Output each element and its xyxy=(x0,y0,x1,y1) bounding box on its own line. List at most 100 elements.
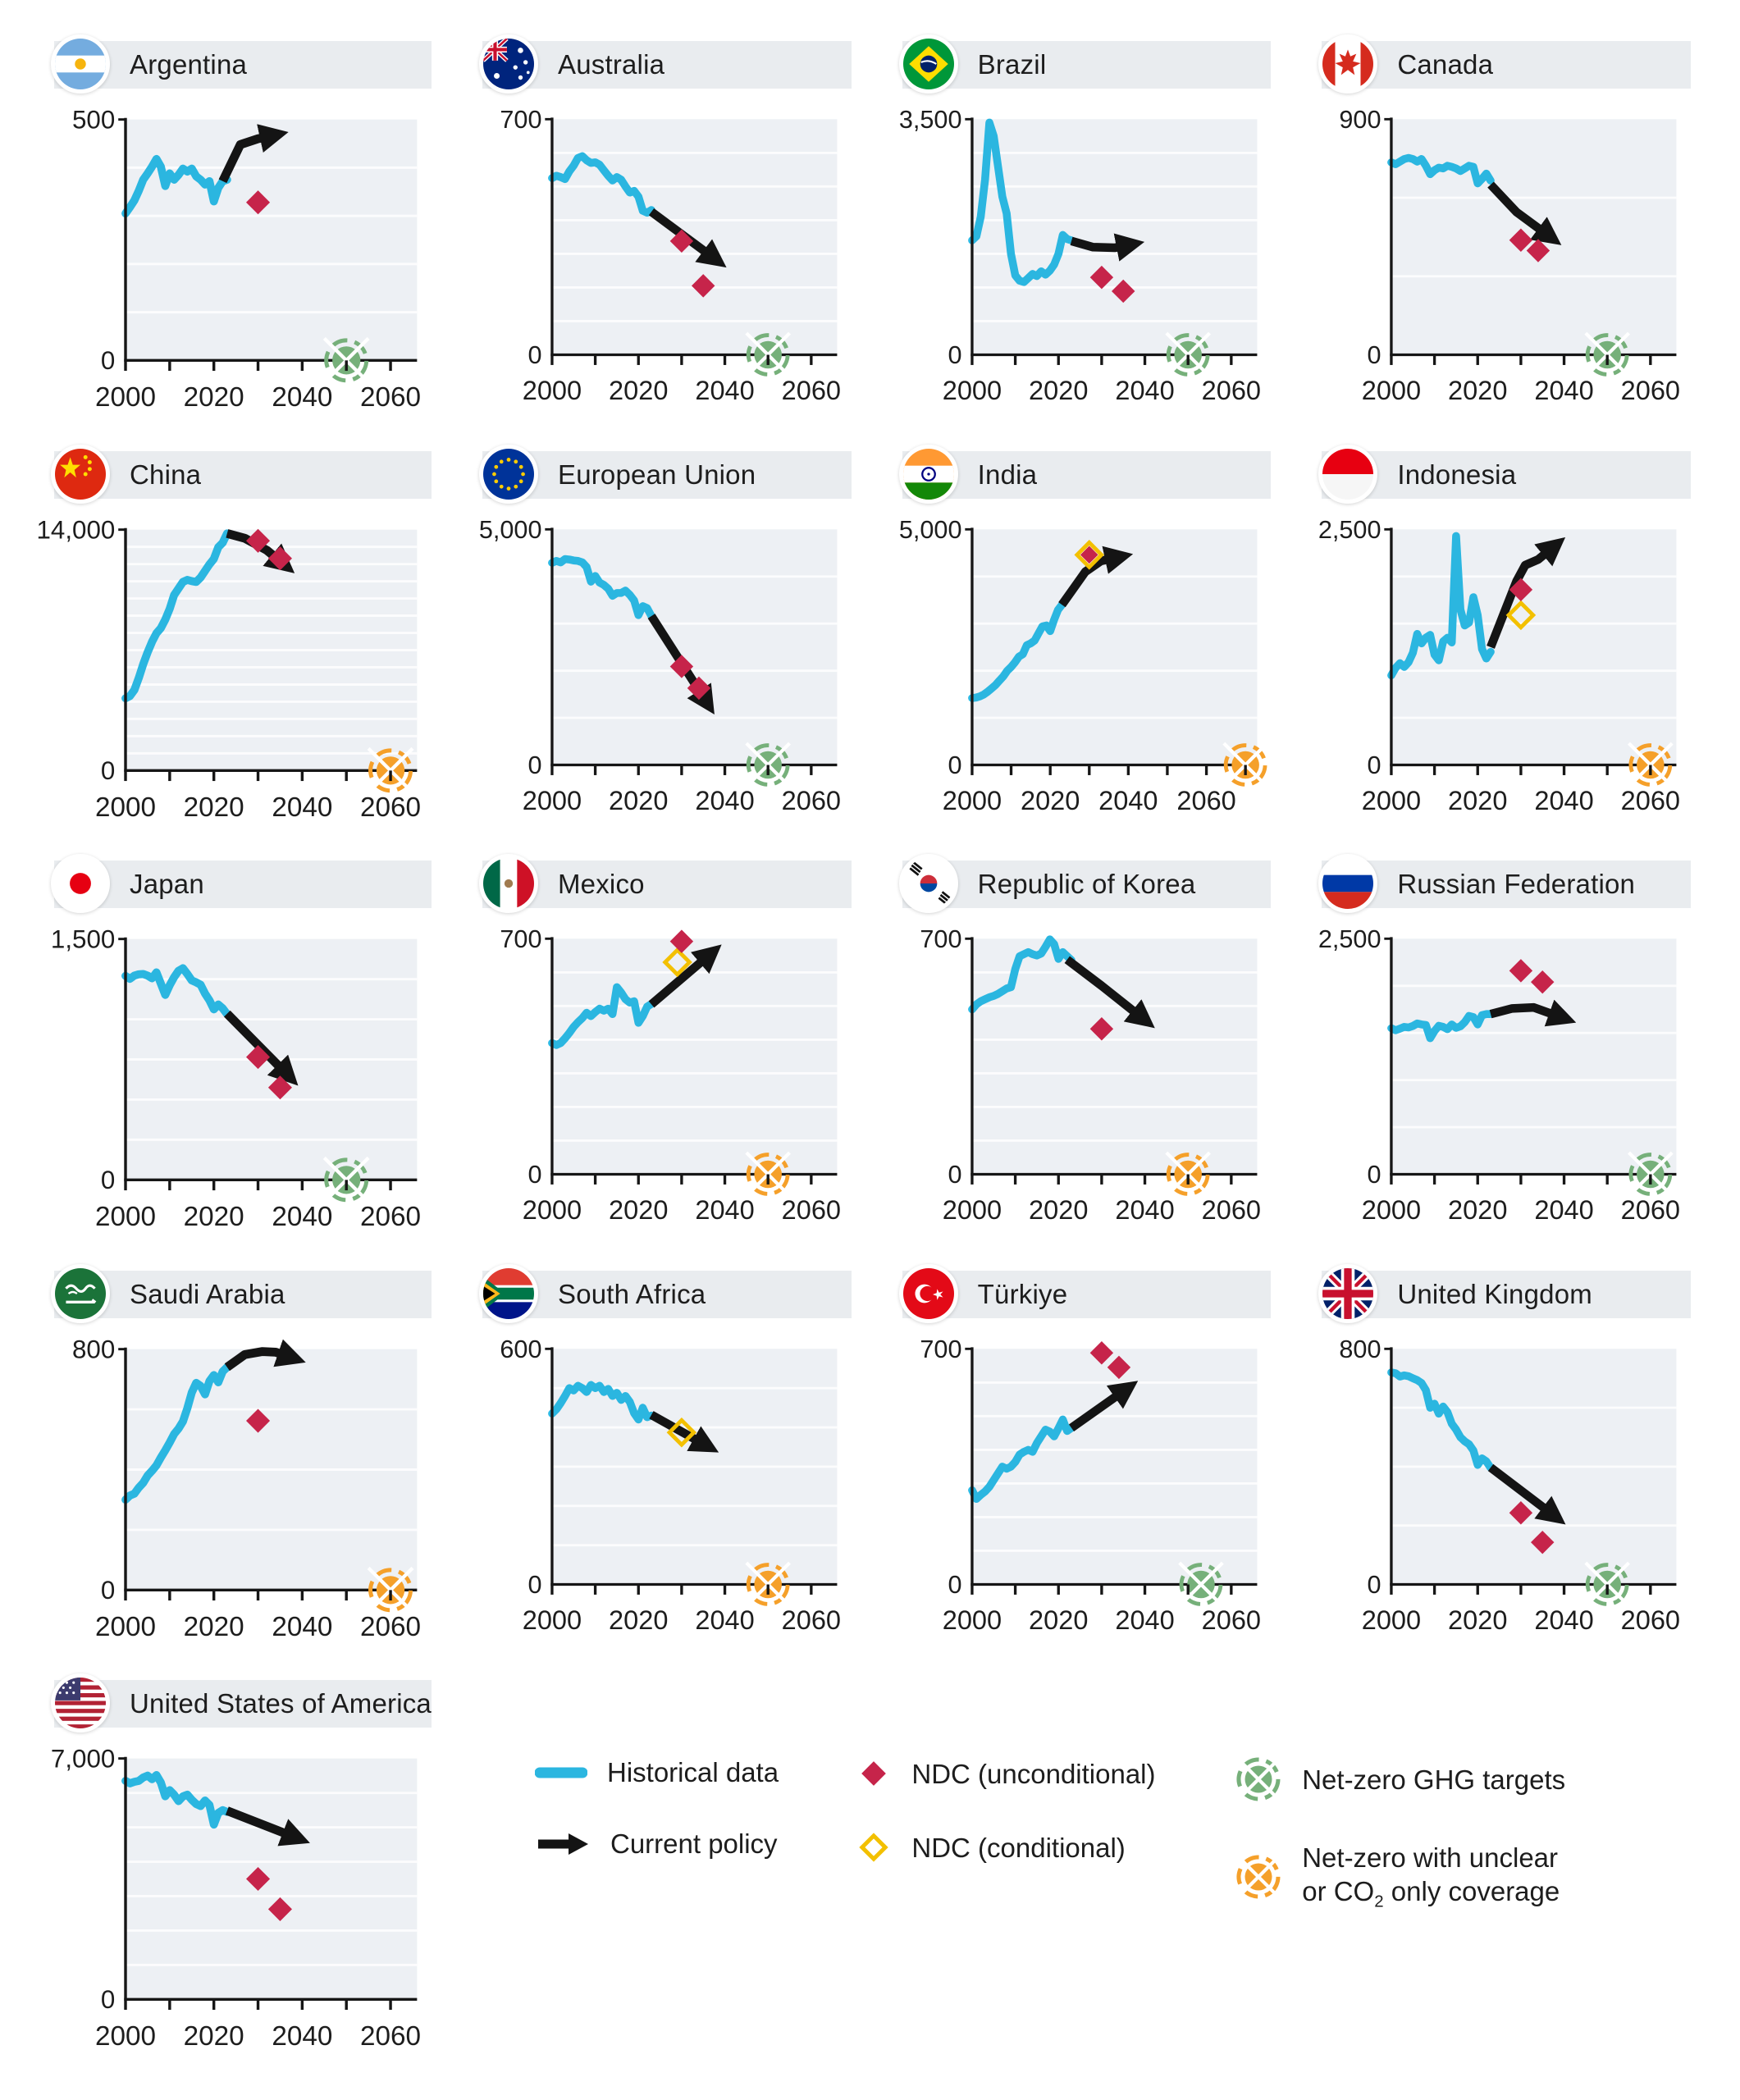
x-tick-label: 2020 xyxy=(1448,1195,1507,1225)
plot-background xyxy=(1391,119,1677,355)
x-tick-label: 2060 xyxy=(360,382,421,413)
united-kingdom-plot: 800 0 2000 2020 2040 2060 xyxy=(1340,1335,1681,1635)
y-max-label: 700 xyxy=(920,925,961,953)
chart-title: Russian Federation xyxy=(1397,869,1636,900)
chart-japan: Japan 1,500 0 2000 2020 2040 2060 xyxy=(49,854,432,1249)
x-tick-label: 2040 xyxy=(1535,1195,1594,1225)
china-flag-icon xyxy=(51,444,110,504)
x-tick-label: 2000 xyxy=(523,1195,582,1225)
india-flag-icon xyxy=(898,444,958,504)
x-tick-label: 2060 xyxy=(1621,1195,1680,1225)
chart-header-argentina: Argentina xyxy=(51,34,432,94)
ndc-unconditional-diamond xyxy=(267,546,292,570)
y-zero-label: 0 xyxy=(1368,1161,1381,1189)
x-tick-label: 2020 xyxy=(184,2021,244,2052)
current-policy-arrow xyxy=(224,1010,299,1086)
historical-line xyxy=(121,1771,231,1829)
chart-title: Australia xyxy=(557,49,665,80)
legend-label: Net-zero with unclear or CO2 only coverag… xyxy=(1302,1842,1560,1911)
x-tick-label: 2060 xyxy=(1176,786,1235,815)
chart-header-united-kingdom: United Kingdom xyxy=(1318,1263,1691,1323)
x-tick-label: 2060 xyxy=(1201,1195,1260,1225)
legend-item-ndc-unconditional: NDC (unconditional) xyxy=(856,1755,1235,1792)
x-tick-label: 2000 xyxy=(95,382,156,413)
y-max-label: 800 xyxy=(72,1335,115,1363)
x-tick-label: 2060 xyxy=(782,1605,841,1635)
x-tick-label: 2000 xyxy=(95,1202,156,1232)
chart-header-indonesia: Indonesia xyxy=(1318,444,1691,504)
republic-of-korea-flag-icon xyxy=(898,854,958,914)
chart-saudi-arabia: Saudi Arabia 800 0 2000 2020 2040 2060 xyxy=(49,1263,432,1659)
y-zero-label: 0 xyxy=(527,1571,541,1599)
indonesia-plot: 2,500 0 2000 2020 2040 2060 xyxy=(1318,515,1680,815)
current-policy-arrow xyxy=(224,1339,306,1371)
y-max-label: 900 xyxy=(1340,106,1381,134)
historical-line xyxy=(1387,1010,1496,1043)
historical-line xyxy=(967,1415,1076,1503)
chart-european-union: European Union 5,000 0 2000 2020 2040 2060 xyxy=(477,444,852,840)
chart-title: Argentina xyxy=(130,49,248,80)
x-tick-label: 2040 xyxy=(272,792,332,823)
chart-argentina: Argentina 500 0 2000 2020 2040 2060 xyxy=(49,34,432,430)
x-tick-label: 2060 xyxy=(1621,786,1680,815)
united-states-of-america-plot: 7,000 0 2000 2020 2040 2060 xyxy=(51,1745,421,2052)
chart-header-south-africa: South Africa xyxy=(478,1263,852,1323)
mexico-plot: 700 0 2000 2020 2040 2060 xyxy=(500,925,841,1225)
current-policy-arrow xyxy=(649,1410,719,1453)
historical-line xyxy=(967,600,1066,702)
chart-header-t-rkiye: Türkiye xyxy=(898,1263,1272,1323)
ndc-unconditional-icon xyxy=(856,1755,892,1792)
european-union-plot: 5,000 0 2000 2020 2040 2060 xyxy=(479,515,841,815)
brazil-plot: 3,500 0 2000 2020 2040 2060 xyxy=(899,106,1261,405)
australia-flag-icon xyxy=(478,34,538,94)
chart-header-mexico: Mexico xyxy=(478,854,852,914)
current-policy-arrow-icon xyxy=(535,1828,591,1860)
x-tick-label: 2040 xyxy=(272,1202,332,1232)
x-tick-label: 2060 xyxy=(360,1612,421,1642)
ndc-conditional-icon xyxy=(856,1829,892,1865)
historical-line xyxy=(121,964,231,1019)
x-tick-label: 2000 xyxy=(942,1605,1001,1635)
saudi-arabia-plot: 800 0 2000 2020 2040 2060 xyxy=(72,1335,421,1642)
ndc-unconditional-diamond xyxy=(245,1045,271,1070)
x-tick-label: 2040 xyxy=(1535,1605,1594,1635)
y-max-label: 700 xyxy=(500,106,541,134)
chart-header-canada: Canada xyxy=(1318,34,1691,94)
mexico-flag-icon xyxy=(478,854,538,914)
x-tick-label: 2020 xyxy=(1448,376,1507,405)
ndc-conditional-diamond xyxy=(1505,600,1537,630)
chart-header-republic-of-korea: Republic of Korea xyxy=(898,854,1272,914)
x-tick-label: 2000 xyxy=(523,786,582,815)
chart-header-india: India xyxy=(898,444,1272,504)
south-africa-plot: 600 0 2000 2020 2040 2060 xyxy=(500,1335,841,1635)
x-tick-label: 2040 xyxy=(1098,786,1158,815)
x-tick-label: 2020 xyxy=(609,376,668,405)
y-max-label: 2,500 xyxy=(1318,515,1381,543)
x-tick-label: 2060 xyxy=(782,1195,841,1225)
plot-background xyxy=(971,119,1258,355)
y-zero-label: 0 xyxy=(948,341,961,369)
legend-item-ndc-conditional: NDC (conditional) xyxy=(856,1829,1235,1865)
x-tick-label: 2040 xyxy=(695,1195,754,1225)
x-tick-label: 2000 xyxy=(95,2021,156,2052)
legend-column-lines: Historical data Current policy xyxy=(534,1755,856,1912)
chart-header-japan: Japan xyxy=(51,854,432,914)
historical-line xyxy=(1387,532,1496,679)
australia-plot: 700 0 2000 2020 2040 2060 xyxy=(500,106,841,405)
x-tick-label: 2020 xyxy=(184,382,244,413)
y-max-label: 800 xyxy=(1340,1335,1381,1363)
x-tick-label: 2020 xyxy=(1448,1605,1507,1635)
legend-item-historical: Historical data xyxy=(534,1755,856,1789)
historical-line xyxy=(548,983,655,1049)
current-policy-arrow xyxy=(1070,233,1144,262)
argentina-flag-icon xyxy=(51,34,110,94)
y-zero-label: 0 xyxy=(1368,341,1381,369)
x-tick-label: 2020 xyxy=(1029,1195,1088,1225)
y-zero-label: 0 xyxy=(948,1571,961,1599)
y-zero-label: 0 xyxy=(1368,1571,1381,1599)
y-zero-label: 0 xyxy=(1368,751,1381,779)
x-tick-label: 2060 xyxy=(782,376,841,405)
current-policy-arrow xyxy=(1490,999,1577,1027)
x-tick-label: 2020 xyxy=(1029,1605,1088,1635)
chart-title: European Union xyxy=(557,459,756,490)
